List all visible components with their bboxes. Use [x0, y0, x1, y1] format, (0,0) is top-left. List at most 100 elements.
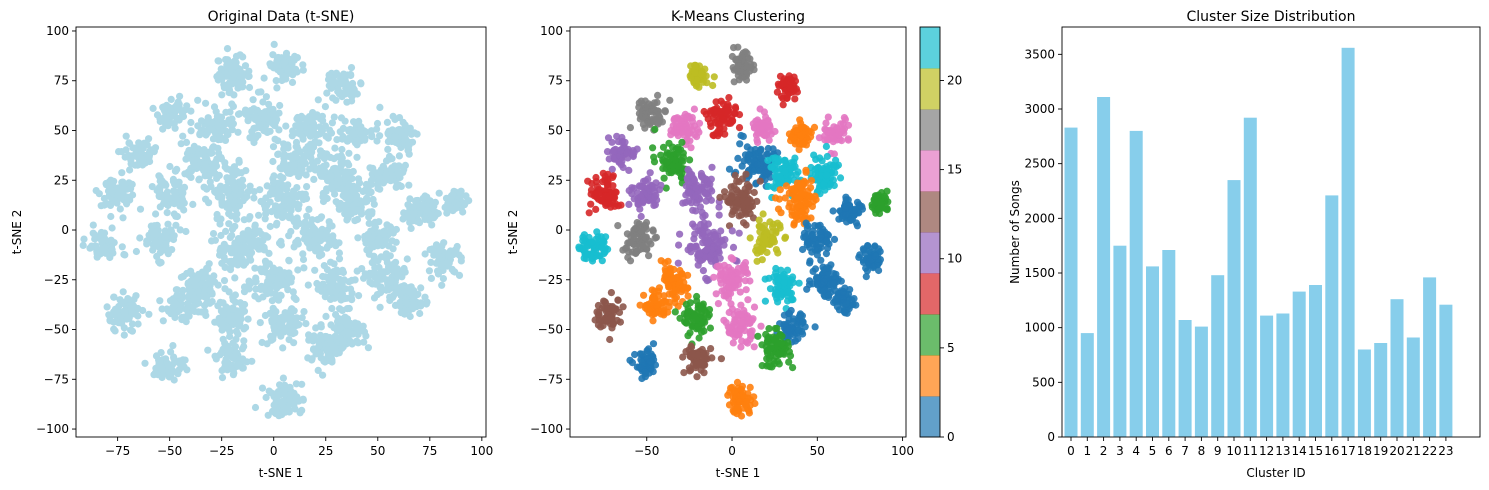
scatter-point [249, 135, 257, 143]
scatter-point [109, 249, 117, 257]
scatter-point [714, 239, 722, 247]
scatter-point [292, 153, 300, 161]
scatter-point [152, 210, 160, 218]
scatter-point [715, 203, 723, 211]
scatter-point [730, 44, 738, 52]
scatter-point [127, 185, 135, 193]
scatter-point [315, 342, 323, 350]
scatter-point [781, 234, 789, 242]
scatter-point [771, 158, 779, 167]
scatter-point [262, 232, 270, 240]
scatter-point [663, 149, 671, 157]
scatter-point [156, 117, 164, 126]
scatter-point [261, 113, 269, 121]
scatter-point [354, 339, 362, 347]
scatter-point [206, 299, 214, 307]
scatter-point [639, 197, 647, 205]
scatter-point [676, 230, 684, 238]
scatter-point [120, 192, 128, 200]
scatter-point [774, 249, 782, 257]
scatter-point [279, 72, 287, 80]
scatter-point [395, 181, 403, 189]
scatter-point [775, 165, 783, 173]
scatter-point [322, 132, 330, 140]
scatter-point [298, 380, 306, 388]
scatter-point [222, 227, 230, 235]
scatter-point [337, 152, 345, 160]
scatter-point [196, 130, 204, 138]
scatter-point [235, 319, 243, 327]
scatter-point [664, 281, 672, 289]
scatter-point [368, 234, 376, 242]
scatter-point [258, 384, 267, 392]
scatter-point [316, 115, 324, 123]
scatter-point [319, 371, 327, 379]
scatter-point [762, 150, 771, 159]
scatter-point [830, 150, 839, 158]
scatter-point [279, 316, 287, 324]
scatter-point [310, 175, 318, 183]
scatter-point [242, 110, 250, 119]
y-tick-label: 50 [54, 123, 69, 137]
scatter-point [598, 257, 606, 265]
scatter-point [636, 115, 644, 123]
scatter-point [744, 187, 752, 195]
scatter-point [628, 190, 636, 198]
scatter-point [313, 245, 321, 253]
scatter-points-kmeans [575, 43, 892, 420]
scatter-point [393, 265, 401, 273]
scatter-point [284, 196, 293, 204]
scatter-point [381, 173, 389, 182]
scatter-point [829, 176, 838, 184]
scatter-point [277, 241, 285, 249]
scatter-point [260, 127, 268, 135]
scatter-point [629, 230, 637, 238]
scatter-point [626, 124, 635, 132]
scatter-point [640, 104, 648, 112]
scatter-point [183, 102, 191, 110]
scatter-point [387, 228, 395, 236]
scatter-point [337, 72, 345, 80]
scatter-point [206, 286, 214, 294]
scatter-point [310, 332, 318, 340]
scatter-point [357, 79, 365, 87]
scatter-point [319, 197, 328, 206]
scatter-point [750, 188, 758, 197]
scatter-point [865, 247, 873, 255]
scatter-point [677, 288, 685, 296]
scatter-point [294, 113, 302, 122]
scatter-point [328, 304, 336, 313]
scatter-point [216, 251, 224, 259]
scatter-point [234, 79, 242, 87]
scatter-point [702, 246, 711, 254]
scatter-point [269, 110, 277, 118]
scatter-point [795, 146, 803, 154]
scatter-point [189, 200, 197, 208]
scatter-point [367, 176, 375, 184]
scatter-point [226, 194, 234, 202]
scatter-point [139, 306, 147, 315]
scatter-point [285, 257, 293, 265]
scatter-point [280, 140, 288, 148]
scatter-point [176, 226, 184, 234]
scatter-point [231, 62, 239, 70]
scatter-point [631, 224, 640, 232]
scatter-point [696, 251, 704, 259]
scatter-point [729, 207, 737, 215]
scatter-point [274, 281, 283, 289]
scatter-point [184, 279, 192, 287]
scatter-point [373, 169, 381, 177]
scatter-point [209, 230, 218, 238]
scatter-point [180, 183, 189, 191]
scatter-point [152, 352, 161, 360]
y-tick-label: 0 [61, 223, 69, 237]
scatter-point [272, 202, 280, 210]
scatter-point [693, 76, 701, 84]
scatter-point [608, 138, 616, 146]
scatter-point [617, 201, 625, 209]
scatter-point [173, 286, 181, 294]
scatter-point [740, 219, 748, 227]
scatter-point [823, 171, 831, 179]
scatter-point [457, 191, 465, 200]
